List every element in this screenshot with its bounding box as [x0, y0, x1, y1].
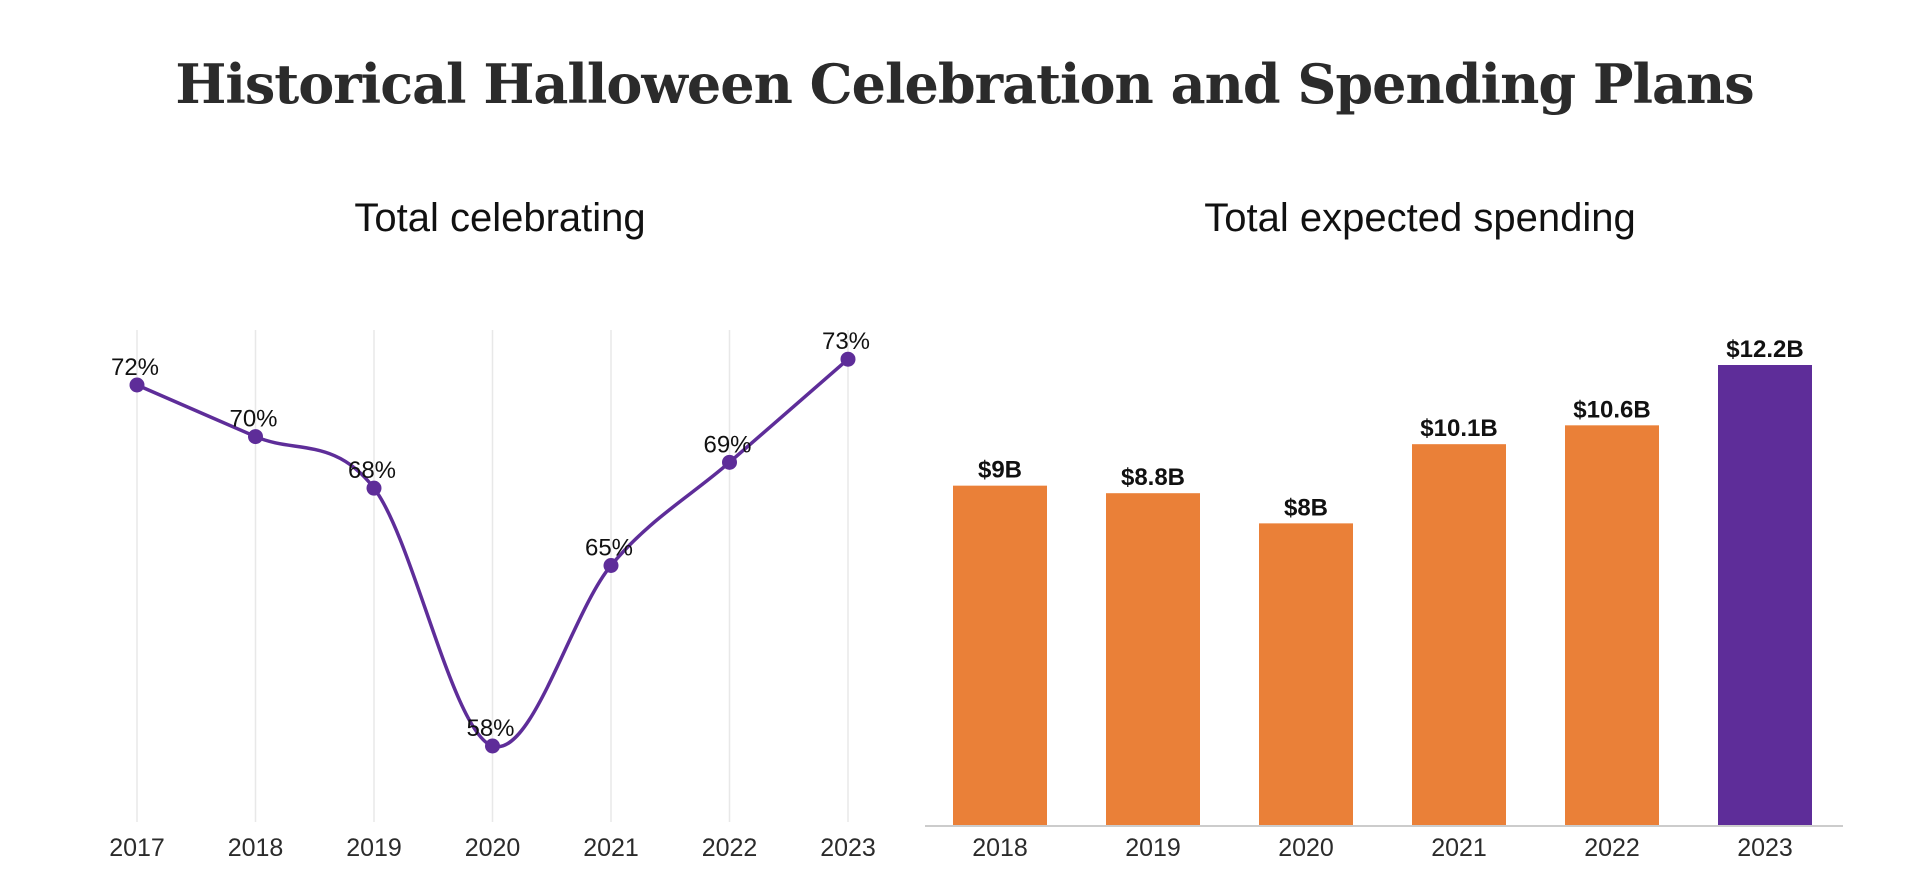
bar [1412, 444, 1506, 825]
data-point [129, 377, 145, 393]
x-tick-label: 2017 [109, 834, 165, 862]
data-label: 58% [466, 715, 514, 742]
x-tick-label: 2018 [972, 834, 1028, 862]
x-tick-label: 2020 [1278, 834, 1334, 862]
bar [1718, 365, 1812, 825]
main-title: Historical Halloween Celebration and Spe… [175, 52, 1754, 116]
bar-chart-title: Total expected spending [1204, 196, 1636, 240]
data-point [603, 558, 619, 573]
data-label: 73% [822, 328, 870, 355]
bar [1565, 425, 1659, 825]
data-point [722, 454, 737, 470]
data-point [485, 738, 500, 754]
data-label: $10.1B [1420, 415, 1497, 442]
x-tick-label: 2019 [1125, 834, 1181, 862]
x-tick-label: 2019 [346, 834, 402, 862]
bar [1259, 523, 1353, 825]
data-point [840, 351, 856, 367]
line-chart: 72% 2017 70% 2018 68% 2019 58% 2020 65% 2021 69% 20… [109, 328, 876, 862]
x-tick-label: 2023 [820, 834, 876, 862]
x-tick-label: 2021 [583, 834, 639, 862]
x-tick-label: 2022 [1584, 834, 1640, 862]
data-label: 69% [703, 431, 751, 458]
x-tick-label: 2022 [702, 834, 758, 862]
data-label: $8.8B [1121, 464, 1185, 491]
x-tick-label: 2021 [1431, 834, 1487, 862]
bar-chart: $9B 2018 $8.8B 2019 $8B 2020 $10.1B 2021 $10.6B 2… [925, 336, 1843, 862]
bar [953, 485, 1047, 825]
data-label: $8B [1284, 494, 1328, 521]
bar [1106, 493, 1200, 825]
x-tick-label: 2018 [228, 834, 284, 862]
data-label: 68% [348, 457, 396, 484]
data-label: 70% [229, 406, 277, 433]
x-tick-label: 2020 [465, 834, 521, 862]
data-label: 72% [111, 354, 159, 381]
data-point [248, 429, 263, 445]
line-chart-title: Total celebrating [354, 196, 646, 240]
data-label: $12.2B [1726, 336, 1803, 363]
data-point [366, 480, 382, 496]
data-label: 65% [585, 535, 633, 562]
data-label: $9B [978, 457, 1022, 484]
x-tick-label: 2023 [1737, 834, 1793, 862]
data-label: $10.6B [1573, 396, 1650, 423]
